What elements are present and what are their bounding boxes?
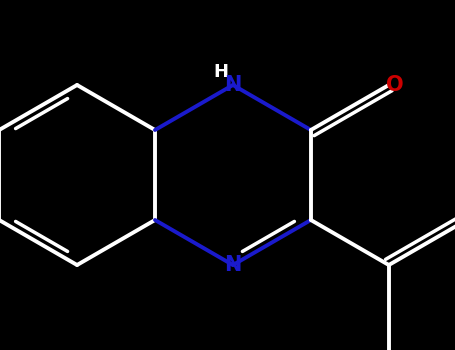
Text: N: N — [224, 75, 242, 95]
Text: H: H — [213, 63, 228, 81]
Text: O: O — [386, 75, 404, 95]
Text: N: N — [224, 255, 242, 275]
